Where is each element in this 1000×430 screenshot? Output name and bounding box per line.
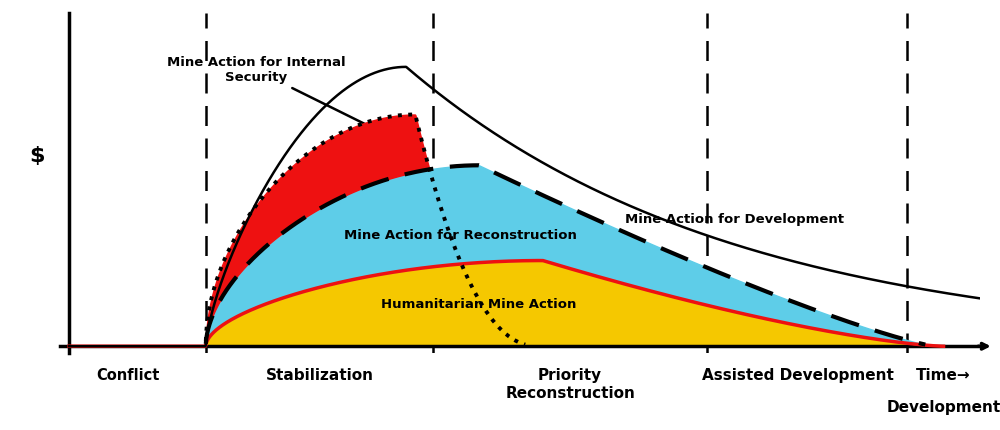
Text: Stabilization: Stabilization: [266, 369, 374, 384]
Text: Mine Action for Development: Mine Action for Development: [625, 213, 844, 226]
Text: Development: Development: [886, 400, 1000, 415]
Text: Time→: Time→: [916, 369, 971, 384]
Text: Priority
Reconstruction: Priority Reconstruction: [505, 369, 635, 401]
Text: Assisted Development: Assisted Development: [702, 369, 894, 384]
Text: Mine Action for Reconstruction: Mine Action for Reconstruction: [344, 229, 577, 242]
Text: Conflict: Conflict: [97, 369, 160, 384]
Text: Humanitarian Mine Action: Humanitarian Mine Action: [381, 298, 577, 311]
Text: $: $: [29, 146, 45, 166]
Text: Mine Action for Internal
Security: Mine Action for Internal Security: [167, 56, 392, 138]
